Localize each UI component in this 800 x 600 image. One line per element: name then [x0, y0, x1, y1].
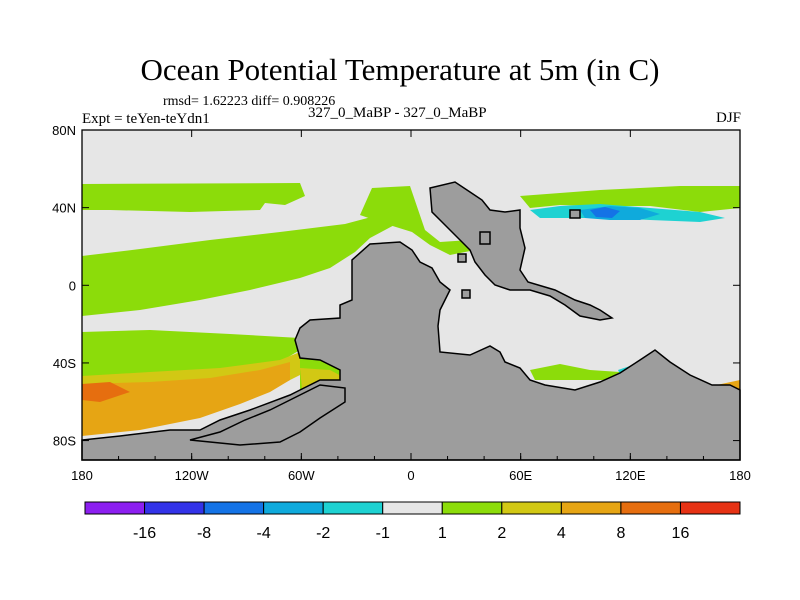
- chart-title: Ocean Potential Temperature at 5m (in C): [140, 52, 660, 87]
- colorbar-swatch: [441, 501, 503, 515]
- land-north-east-continent: [429, 181, 614, 321]
- anomaly-south-orange: [82, 362, 290, 436]
- colorbar-label: -16: [133, 525, 156, 542]
- land-island-4: [461, 289, 471, 299]
- x-tick-label: 180: [71, 468, 93, 483]
- y-axis: 80N 40N 0 40S 80S: [52, 123, 740, 449]
- colorbar-label: 2: [497, 525, 506, 542]
- colorbar-swatch: [560, 501, 622, 515]
- colorbar-swatch: [263, 501, 324, 515]
- x-axis: 180 120W 60W 0 60E 120E 180: [71, 130, 751, 483]
- y-tick-label: 40S: [53, 356, 76, 371]
- colorbar-swatch: [501, 501, 562, 515]
- colorbar-label: -4: [257, 525, 271, 542]
- colorbar-label: -2: [316, 525, 330, 542]
- y-tick-label: 80S: [53, 434, 76, 449]
- x-tick-label: 120E: [615, 468, 646, 483]
- x-tick-label: 120W: [175, 468, 210, 483]
- land-island-2: [457, 253, 467, 263]
- colorbar-label: 1: [438, 525, 447, 542]
- case-label: 327_0_MaBP - 327_0_MaBP: [308, 105, 487, 121]
- colorbar-label: 16: [672, 525, 690, 542]
- colorbar: -16 -8 -4 -2 -1 1 2 4 8 16: [84, 501, 741, 542]
- season-label: DJF: [715, 110, 741, 126]
- colorbar-label: 4: [557, 525, 566, 542]
- land-south-peninsula: [189, 384, 346, 446]
- x-tick-label: 0: [407, 468, 414, 483]
- stats-label: rmsd= 1.62223 diff= 0.908226: [163, 94, 336, 109]
- anomaly-tropical-pacific: [82, 212, 400, 316]
- y-tick-label: 40N: [52, 201, 76, 216]
- colorbar-swatch: [144, 501, 205, 515]
- x-tick-label: 60E: [509, 468, 532, 483]
- anomaly-north-pacific: [82, 183, 305, 212]
- colorbar-swatch: [382, 501, 443, 515]
- colorbar-swatch: [322, 501, 384, 515]
- colorbar-swatch: [620, 501, 681, 515]
- anomaly-north-streak: [360, 186, 475, 255]
- experiment-label: Expt = teYen-teYdn1: [82, 111, 210, 127]
- land-layer: [81, 181, 741, 461]
- land-island-3: [569, 209, 581, 219]
- colorbar-swatch: [679, 501, 741, 515]
- land-west-continent: [81, 241, 741, 461]
- x-tick-label: 180: [729, 468, 751, 483]
- land-island-1: [479, 231, 491, 245]
- colorbar-label: -1: [376, 525, 390, 542]
- x-tick-label: 60W: [288, 468, 315, 483]
- colorbar-label: 8: [616, 525, 625, 542]
- colorbar-swatch: [203, 501, 265, 515]
- y-tick-label: 80N: [52, 123, 76, 138]
- anomaly-east-north-green: [520, 186, 740, 212]
- anomaly-east-blue: [590, 207, 620, 218]
- anomaly-south-darkorange: [82, 382, 130, 402]
- y-tick-label: 0: [69, 278, 76, 293]
- colorbar-label: -8: [197, 525, 211, 542]
- colorbar-swatch: [84, 501, 146, 515]
